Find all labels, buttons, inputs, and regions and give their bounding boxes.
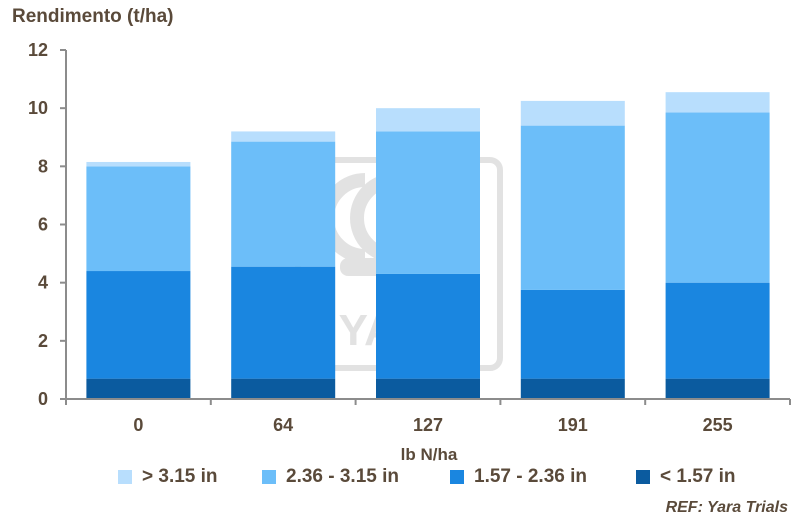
x-tick-label: 64 [273, 415, 293, 435]
y-tick-label: 12 [28, 40, 48, 60]
bar-segment [520, 100, 625, 126]
bar-segment [665, 92, 770, 113]
bar-segment [231, 266, 336, 379]
bar-segment [376, 108, 480, 132]
y-tick-label: 6 [38, 215, 48, 235]
legend-swatch [636, 470, 650, 484]
bar-segment [520, 289, 625, 379]
legend-item: 2.36 - 3.15 in [262, 466, 399, 488]
bar-segment [231, 141, 336, 267]
x-axis-title: lb N/ha [401, 445, 458, 464]
bar-segment [376, 273, 480, 379]
y-tick-label: 2 [38, 331, 48, 351]
legend-label: 2.36 - 3.15 in [286, 466, 400, 487]
legend-label: < 1.57 in [660, 466, 736, 487]
x-tick-label: 127 [413, 415, 443, 435]
bar-segment [665, 282, 770, 379]
bar-segment [376, 131, 480, 274]
legend-label: > 3.15 in [142, 466, 218, 487]
bar-segment [86, 271, 191, 379]
x-tick-label: 255 [703, 415, 733, 435]
x-tick-label: 0 [133, 415, 143, 435]
legend-swatch [450, 470, 464, 484]
x-tick-label: 191 [558, 415, 588, 435]
chart-legend: > 3.15 in 2.36 - 3.15 in 1.57 - 2.36 in < 1… [0, 466, 800, 490]
y-axis-title: Rendimento (t/ha) [12, 6, 174, 27]
legend-item: > 3.15 in [118, 466, 218, 488]
bar-segment [376, 378, 480, 399]
legend-item: 1.57 - 2.36 in [450, 466, 587, 488]
legend-label: 1.57 - 2.36 in [474, 466, 588, 487]
y-tick-label: 10 [28, 98, 48, 118]
y-ticks: 0 2 4 6 8 10 12 [28, 40, 66, 409]
bar-segment [86, 166, 191, 272]
bar-segment [231, 378, 336, 399]
bar-segment [86, 378, 191, 399]
x-ticks: 0 64 127 191 255 [65, 399, 791, 435]
bar-segment [520, 125, 625, 290]
bar-segment [665, 112, 770, 283]
legend-swatch [118, 470, 132, 484]
bar-group [86, 92, 770, 399]
y-tick-label: 8 [38, 156, 48, 176]
legend-item: < 1.57 in [636, 466, 736, 488]
bar-segment [520, 378, 625, 399]
y-tick-label: 0 [38, 389, 48, 409]
reference-note: REF: Yara Trials [665, 499, 788, 516]
bar-segment [231, 131, 336, 142]
y-tick-label: 4 [38, 273, 48, 293]
bar-segment [665, 378, 770, 399]
legend-swatch [262, 470, 276, 484]
bar-segment [86, 161, 191, 167]
